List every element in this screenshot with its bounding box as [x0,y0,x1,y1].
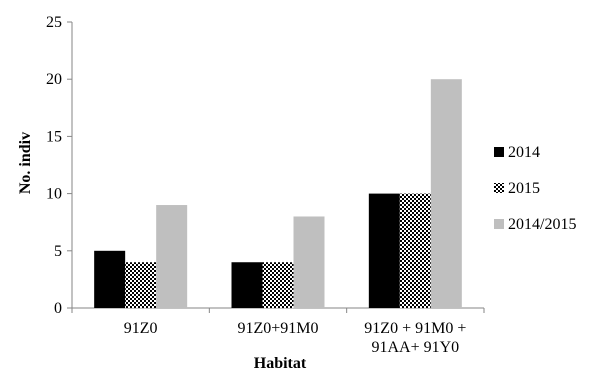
bar-2014 [231,262,263,308]
legend-label: 2015 [508,180,540,197]
x-tick-label: 91Z0+91M0 [237,320,318,337]
x-axis-title: Habitat [254,355,307,372]
y-tick-label: 0 [54,300,62,317]
legend: 2014 2015 2014/2015 [494,144,576,233]
y-tick-label: 25 [46,14,62,31]
bar-2014-2015 [293,216,325,308]
y-tick-label: 5 [54,243,62,260]
bar-2014 [94,250,126,308]
y-tick-label: 10 [46,186,62,203]
bar-2015 [262,262,294,308]
plot-area: 0 5 10 15 20 25 91Z0 91Z0+91M0 91Z0 + 91M0 + 91AA… [46,14,485,356]
bar-2014-2015 [430,79,462,308]
y-axis-title: No. indiv [17,132,34,194]
legend-swatch [494,147,504,157]
bar-2015 [125,262,157,308]
bar-2015 [399,193,431,308]
legend-swatch [494,183,504,193]
bar-2014 [368,193,400,308]
x-tick-label: 91Z0 [124,320,158,337]
x-tick-label: 91AA+ 91Y0 [371,339,459,356]
legend-label: 2014 [508,144,540,161]
bar-2014-2015 [156,205,188,308]
y-tick-label: 20 [46,71,62,88]
legend-swatch [494,219,504,229]
legend-label: 2014/2015 [508,216,576,233]
x-tick-label: 91Z0 + 91M0 + [364,320,466,337]
y-tick-label: 15 [46,128,62,145]
